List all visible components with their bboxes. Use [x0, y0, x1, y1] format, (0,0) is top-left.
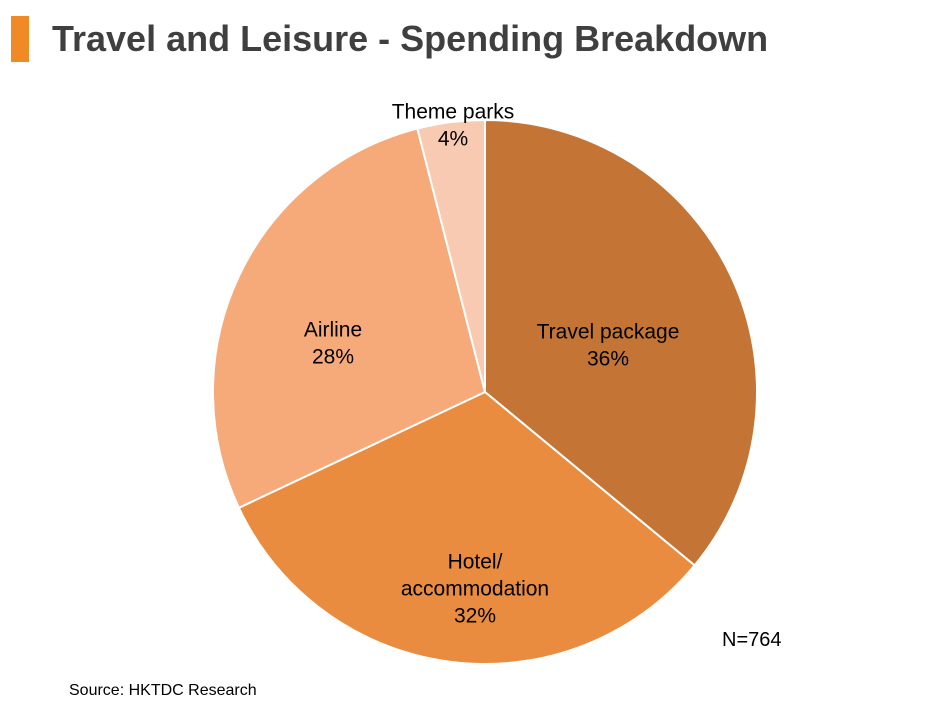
chart-title: Travel and Leisure - Spending Breakdown [52, 18, 769, 59]
slice-category-label-2-0: Airline [304, 319, 362, 342]
title-accent-bar [11, 16, 29, 62]
slice-value-label-0: 36% [587, 348, 629, 371]
slice-category-label-3-0: Theme parks [392, 101, 515, 124]
pie-slice-1 [237, 390, 696, 665]
slice-value-label-3: 4% [438, 128, 468, 151]
slice-category-label-1-0: Hotel/ [448, 551, 503, 574]
sample-size-note: N=764 [722, 629, 782, 651]
slice-value-label-2: 28% [312, 346, 354, 369]
slice-category-label-1-1: accommodation [401, 578, 549, 601]
slice-value-label-1: 32% [454, 605, 496, 628]
pie-slice-2 [212, 127, 487, 510]
pie-slice-3 [416, 118, 486, 393]
pie-slice-0 [484, 118, 758, 567]
source-note: Source: HKTDC Research [69, 682, 257, 699]
slice-category-label-0-0: Travel package [537, 321, 680, 344]
